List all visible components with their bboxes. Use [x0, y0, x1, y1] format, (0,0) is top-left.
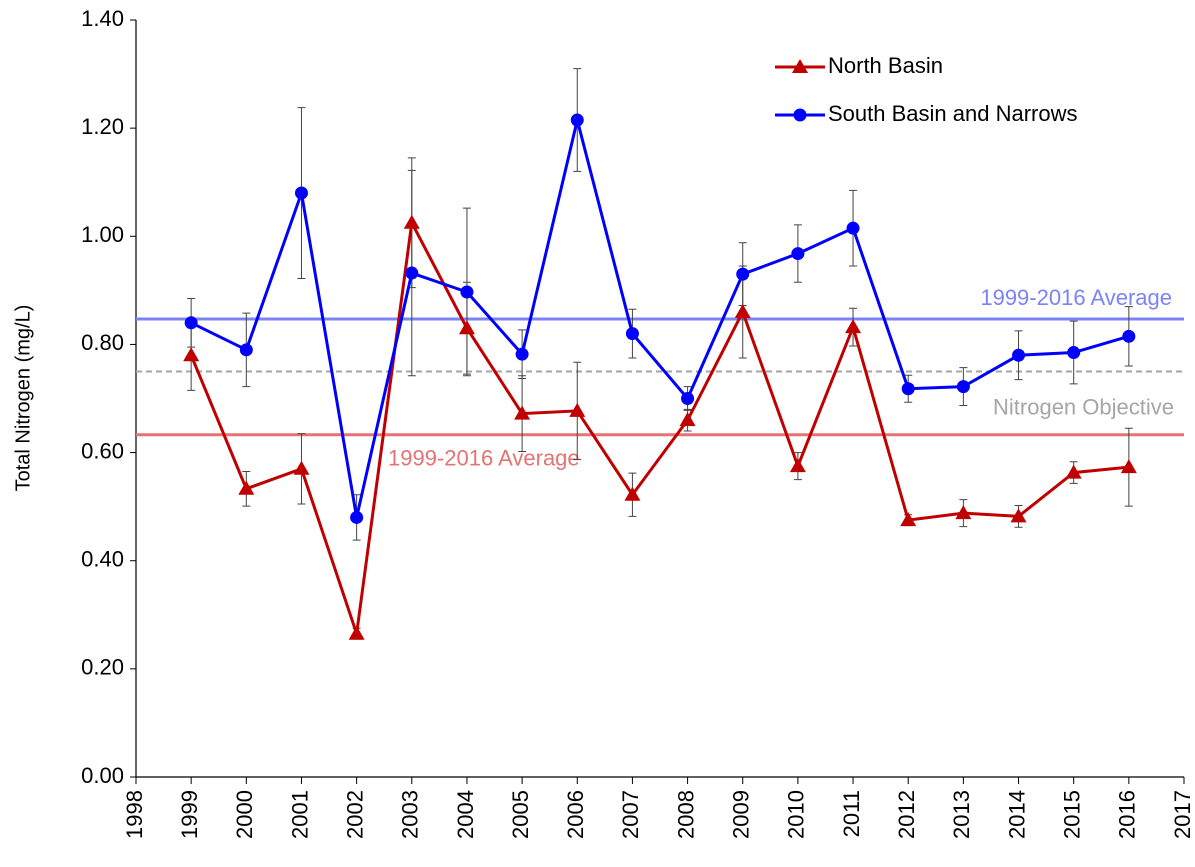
legend-label: South Basin and Narrows — [828, 101, 1077, 126]
marker — [736, 267, 750, 281]
x-tick-label: 1999 — [177, 790, 202, 839]
marker — [1010, 508, 1027, 523]
y-tick-label: 0.20 — [81, 655, 124, 680]
x-tick-label: 2016 — [1115, 790, 1140, 839]
marker — [570, 113, 584, 127]
x-tick-label: 2008 — [673, 790, 698, 839]
x-tick-label: 2004 — [453, 790, 478, 839]
marker — [679, 412, 696, 427]
marker — [1122, 329, 1136, 343]
x-tick-label: 2006 — [563, 790, 588, 839]
marker — [348, 625, 365, 640]
marker — [515, 347, 529, 361]
x-tick-label: 2014 — [1004, 790, 1029, 839]
y-tick-label: 0.60 — [81, 438, 124, 463]
x-tick-label: 1998 — [122, 790, 147, 839]
marker — [403, 214, 420, 229]
marker — [625, 327, 639, 341]
x-tick-label: 2005 — [508, 790, 533, 839]
x-tick-label: 2002 — [342, 790, 367, 839]
marker — [405, 266, 419, 280]
y-axis-title: Total Nitrogen (mg/L) — [12, 305, 34, 492]
marker — [845, 319, 862, 334]
reference-label: Nitrogen Objective — [993, 394, 1174, 419]
marker — [293, 460, 310, 475]
marker — [681, 392, 695, 405]
marker — [1120, 459, 1137, 474]
marker — [793, 108, 807, 122]
reference-label: 1999-2016 Average — [980, 285, 1172, 310]
marker — [955, 505, 972, 520]
x-tick-label: 2012 — [894, 790, 919, 839]
marker — [569, 402, 586, 417]
x-tick-label: 2009 — [729, 790, 754, 839]
marker — [184, 316, 198, 330]
marker — [846, 221, 860, 235]
marker — [900, 512, 917, 527]
x-tick-label: 2001 — [287, 790, 312, 839]
marker — [514, 405, 531, 420]
marker — [239, 343, 253, 357]
marker — [1067, 346, 1081, 360]
y-tick-label: 0.80 — [81, 330, 124, 355]
marker — [458, 320, 475, 335]
y-tick-label: 0.00 — [81, 763, 124, 788]
marker — [791, 247, 805, 261]
marker — [183, 347, 200, 362]
x-tick-label: 2011 — [839, 790, 864, 837]
x-tick-label: 2017 — [1170, 790, 1195, 839]
legend-label: North Basin — [828, 53, 943, 78]
x-tick-label: 2007 — [618, 790, 643, 839]
series-line — [189, 217, 1129, 635]
marker — [294, 186, 308, 200]
series-line — [190, 119, 1130, 518]
x-tick-label: 2013 — [949, 790, 974, 839]
x-tick-label: 2000 — [232, 790, 257, 839]
marker — [624, 486, 641, 501]
y-tick-label: 1.00 — [81, 222, 124, 247]
marker — [734, 303, 751, 318]
marker — [350, 510, 364, 524]
x-tick-label: 2010 — [784, 790, 809, 839]
marker — [956, 380, 970, 394]
y-tick-label: 1.20 — [81, 114, 124, 139]
marker — [1065, 464, 1082, 479]
marker — [1012, 348, 1026, 362]
marker — [792, 59, 808, 73]
x-tick-label: 2003 — [398, 790, 423, 839]
y-tick-label: 1.40 — [81, 6, 124, 31]
y-tick-label: 0.40 — [81, 547, 124, 572]
marker — [238, 480, 255, 495]
x-tick-label: 2015 — [1059, 790, 1084, 839]
reference-label: 1999-2016 Average — [388, 446, 580, 471]
marker — [460, 285, 474, 299]
marker — [901, 382, 915, 396]
marker — [789, 458, 806, 473]
